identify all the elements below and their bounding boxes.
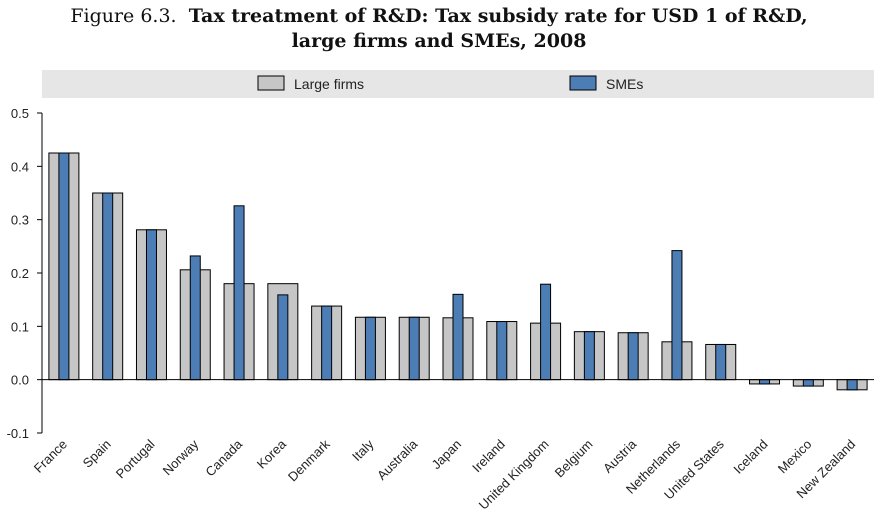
y-tick-label: 0.3: [11, 213, 29, 228]
x-tick-label: Canada: [202, 436, 245, 479]
bar-smes: [364, 316, 376, 381]
title-line-2: large firms and SMEs, 2008: [291, 30, 587, 52]
x-tick-label: Portugal: [113, 436, 158, 481]
x-tick-label: Korea: [254, 436, 290, 472]
x-tick-label: Japan: [428, 437, 464, 473]
x-tick-label: Iceland: [730, 437, 770, 477]
x-tick-label: Ireland: [469, 437, 508, 476]
y-tick-label: 0.1: [11, 319, 29, 334]
bar-smes: [715, 343, 727, 381]
y-tick-label: 0.2: [11, 266, 29, 281]
figure-number: Figure 6.3.: [70, 5, 177, 27]
y-axis: 0.5 0.4 0.3 0.2 0.1 0.0 -0.1: [7, 106, 42, 441]
x-tick-label: France: [31, 437, 70, 476]
x-tick-label: Norway: [160, 436, 202, 478]
title-line-1: Tax treatment of R&D: Tax subsidy rate f…: [188, 5, 808, 27]
y-tick-label: 0.5: [11, 106, 29, 121]
bar-smes: [802, 379, 814, 387]
x-tick-label: Spain: [80, 437, 114, 471]
bar-smes: [233, 205, 245, 381]
bar-smes: [846, 379, 858, 391]
bar-smes: [759, 379, 771, 385]
bar-smes: [189, 255, 201, 381]
legend-band: [42, 70, 874, 98]
legend-swatch-large-firms: [257, 75, 285, 91]
y-tick-label: -0.1: [7, 426, 29, 441]
legend-label-smes: SMEs: [606, 76, 643, 92]
y-tick-label: 0.4: [11, 159, 29, 174]
x-tick-label: Australia: [374, 436, 421, 483]
bar-smes: [627, 332, 639, 381]
bar-smes: [583, 331, 595, 381]
x-tick-label: Italy: [349, 436, 377, 464]
legend-label-large-firms: Large firms: [294, 76, 364, 92]
bar-smes: [277, 294, 289, 381]
bar-smes: [540, 283, 552, 381]
chart-title: Figure 6.3. Tax treatment of R&D: Tax su…: [0, 4, 878, 54]
bar-smes: [671, 250, 683, 381]
y-tick-label: 0.0: [11, 373, 29, 388]
x-tick-label: Belgium: [552, 437, 596, 481]
bar-smes: [321, 305, 333, 381]
legend-swatch-smes: [569, 75, 597, 91]
x-tick-label: Mexico: [775, 437, 815, 477]
bar-smes: [102, 192, 114, 381]
bar-smes: [408, 316, 420, 381]
x-tick-label: Denmark: [285, 436, 333, 484]
bar-smes: [145, 229, 157, 381]
bar-smes: [58, 152, 70, 381]
bar-smes: [452, 293, 464, 381]
bar-smes: [496, 321, 508, 381]
bars-group: [48, 152, 868, 391]
x-tick-label: Austria: [600, 436, 640, 476]
